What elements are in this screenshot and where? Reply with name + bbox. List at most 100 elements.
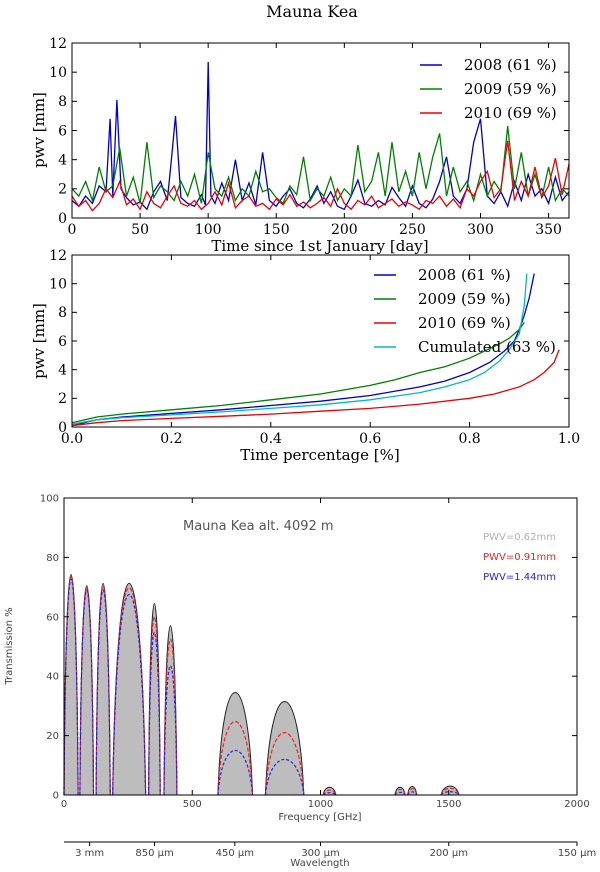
y-tick-label: 10 bbox=[49, 65, 67, 81]
transmission-window-line bbox=[79, 587, 95, 796]
x-tick-label: 1000 bbox=[308, 799, 333, 810]
x-tick-label: 1.0 bbox=[558, 431, 580, 447]
transmission-window-line bbox=[394, 791, 406, 796]
transmission-legend-entry: PWV=1.44mm bbox=[483, 572, 556, 583]
y-tick-label: 8 bbox=[58, 94, 67, 110]
transmission-window-line bbox=[63, 576, 79, 796]
series-line-2 bbox=[71, 126, 570, 205]
wavelength-tick-label: 300 µm bbox=[301, 848, 339, 859]
transmission-window-line bbox=[163, 665, 178, 796]
daily-series-lines bbox=[71, 61, 570, 212]
wavelength-tick-label: 3 mm bbox=[75, 848, 104, 859]
y-tick-label: 100 bbox=[40, 494, 59, 505]
legend-label: 2009 (59 %) bbox=[464, 80, 557, 98]
y-tick-label: 60 bbox=[46, 612, 59, 623]
y-tick-label: 0 bbox=[58, 211, 67, 227]
x-tick-label: 0 bbox=[61, 799, 67, 810]
legend-label: Cumulated (63 %) bbox=[418, 338, 556, 356]
transmission-window-line bbox=[112, 593, 147, 796]
transmission-window-line bbox=[407, 791, 418, 796]
x-tick-label: 0.0 bbox=[61, 431, 83, 447]
y-tick-label: 20 bbox=[46, 731, 59, 742]
x-tick-label: 350 bbox=[535, 222, 562, 238]
y-tick-label: 2 bbox=[58, 182, 67, 198]
transmission-window-fill bbox=[63, 574, 79, 796]
x-tick-label: 50 bbox=[131, 222, 149, 238]
y-tick-label: 40 bbox=[46, 672, 59, 683]
x-tick-label: 200 bbox=[331, 222, 358, 238]
x-tick-label: 0.6 bbox=[359, 431, 381, 447]
frequency-axis-label: Frequency [GHz] bbox=[278, 812, 361, 823]
y-tick-label: 10 bbox=[49, 277, 67, 293]
transmission-window-line bbox=[63, 578, 79, 796]
series-line-3 bbox=[71, 140, 570, 212]
cumulative-y-axis-label: pwv [mm] bbox=[30, 303, 48, 379]
cumulative-series-lines bbox=[71, 273, 560, 427]
y-tick-label: 6 bbox=[58, 334, 67, 350]
transmission-window-line bbox=[440, 787, 460, 796]
daily-x-axis-label: Time since 1st January [day] bbox=[211, 237, 428, 255]
y-tick-label: 4 bbox=[58, 363, 67, 379]
x-tick-label: 150 bbox=[263, 222, 290, 238]
transmission-window-fill bbox=[95, 582, 111, 796]
series-line-4 bbox=[71, 273, 528, 425]
legend-label: 2008 (61 %) bbox=[464, 56, 557, 74]
series-line-1 bbox=[71, 61, 570, 211]
cumulative-legend: 2008 (61 %) 2009 (59 %) 2010 (69 %) Cumulat… bbox=[374, 266, 556, 356]
x-tick-label: 500 bbox=[183, 799, 202, 810]
transmission-axes: 0 500 1000 1500 2000 0 20 40 60 80 100 bbox=[40, 494, 590, 811]
y-tick-label: 12 bbox=[49, 36, 67, 52]
x-tick-label: 100 bbox=[195, 222, 222, 238]
legend-label: 2008 (61 %) bbox=[418, 266, 511, 284]
transmission-chart: 0 500 1000 1500 2000 0 20 40 60 80 100 Mauna Kea a… bbox=[4, 494, 596, 870]
transmission-chart-title: Mauna Kea alt. 4092 m bbox=[183, 519, 334, 534]
figure-title: Mauna Kea bbox=[266, 2, 358, 21]
wavelength-tick-label: 200 µm bbox=[430, 848, 468, 859]
transmission-window-line bbox=[264, 731, 305, 796]
wavelength-tick-label: 850 µm bbox=[135, 848, 173, 859]
legend-label: 2009 (59 %) bbox=[418, 290, 511, 308]
daily-pwv-chart: 0 50 100 150 200 250 300 350 0 2 4 6 8 10 12 Time sinc… bbox=[30, 36, 570, 255]
transmission-window-fill bbox=[217, 692, 254, 796]
wavelength-axis-label: Wavelength bbox=[290, 858, 349, 869]
x-tick-label: 2000 bbox=[564, 799, 589, 810]
x-tick-label: 300 bbox=[467, 222, 494, 238]
y-tick-label: 80 bbox=[46, 553, 59, 564]
daily-axes: 0 50 100 150 200 250 300 350 0 2 4 6 8 10 12 bbox=[49, 36, 569, 238]
x-tick-label: 0.2 bbox=[160, 431, 182, 447]
y-tick-label: 6 bbox=[58, 123, 67, 139]
y-tick-label: 4 bbox=[58, 153, 67, 169]
transmission-window-line bbox=[440, 791, 460, 796]
transmission-legend-entry: PWV=0.91mm bbox=[483, 552, 556, 563]
x-tick-label: 250 bbox=[399, 222, 426, 238]
series-line-3 bbox=[71, 349, 560, 427]
transmission-window-fill bbox=[79, 585, 95, 796]
y-tick-label: 12 bbox=[49, 248, 67, 264]
transmission-legend: PWV=0.62mm PWV=0.91mm PWV=1.44mm bbox=[483, 532, 556, 583]
y-tick-label: 2 bbox=[58, 391, 67, 407]
transmission-windows bbox=[63, 574, 460, 796]
transmission-window-line bbox=[148, 631, 161, 796]
transmission-window-line bbox=[217, 750, 254, 796]
x-tick-label: 0.4 bbox=[260, 431, 282, 447]
transmission-window-line bbox=[322, 792, 337, 796]
x-tick-label: 1500 bbox=[436, 799, 461, 810]
transmission-window-line bbox=[79, 589, 95, 796]
x-tick-label: 0.8 bbox=[458, 431, 480, 447]
daily-y-axis-label: pwv [mm] bbox=[30, 92, 48, 168]
transmission-legend-entry: PWV=0.62mm bbox=[483, 532, 556, 543]
transmission-window-fill bbox=[264, 701, 305, 796]
legend-label: 2010 (69 %) bbox=[418, 314, 511, 332]
wavelength-tick-label: 150 µm bbox=[558, 848, 596, 859]
transmission-window-fill bbox=[112, 583, 147, 796]
cumulative-pwv-chart: 0.0 0.2 0.4 0.6 0.8 1.0 0 2 4 6 8 10 12 Time percent… bbox=[30, 248, 580, 464]
daily-legend: 2008 (61 %) 2009 (59 %) 2010 (69 %) bbox=[420, 56, 557, 122]
y-tick-label: 8 bbox=[58, 305, 67, 321]
y-tick-label: 0 bbox=[58, 420, 67, 436]
wavelength-axis: 3 mm 850 µm 450 µm 300 µm 200 µm 150 µm bbox=[64, 841, 596, 859]
transmission-y-axis-label: Transmission % bbox=[4, 607, 15, 685]
y-tick-label: 0 bbox=[53, 791, 59, 802]
transmission-window-line bbox=[95, 589, 111, 796]
wavelength-tick-label: 450 µm bbox=[216, 848, 254, 859]
